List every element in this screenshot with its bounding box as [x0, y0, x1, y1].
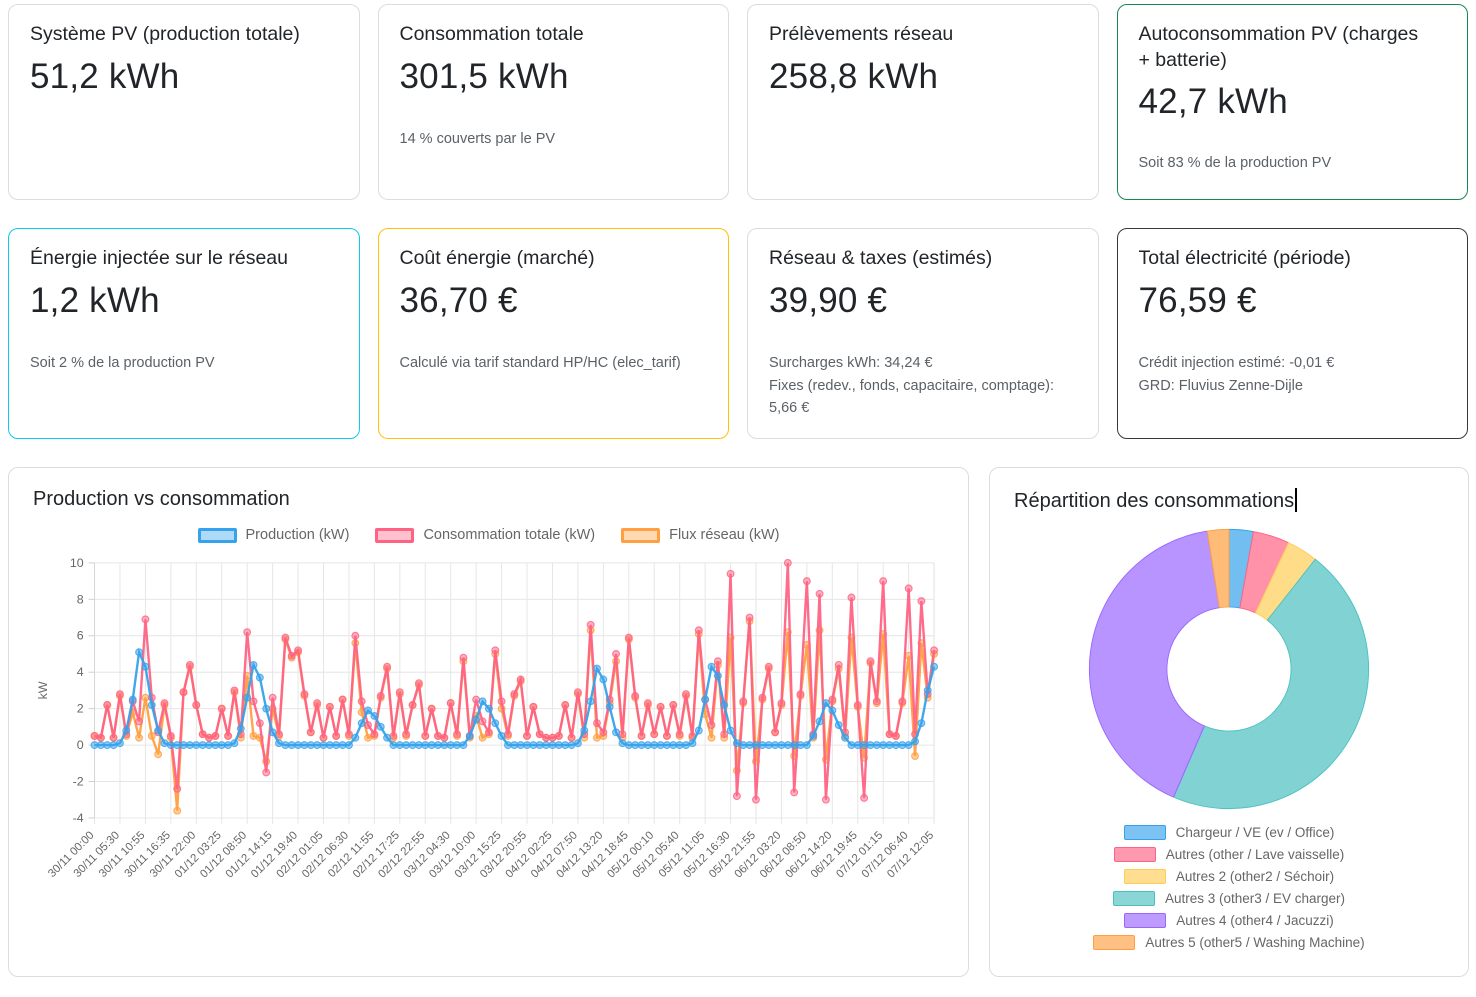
card-subtitle: Crédit injection estimé: -0,01 € GRD: Fl…: [1139, 352, 1447, 397]
card-subtitle: Calculé via tarif standard HP/HC (elec_t…: [399, 355, 681, 372]
legend-item[interactable]: Autres (other / Lave vaisselle): [1113, 847, 1345, 862]
consumption-breakdown-card: Répartition des consommations Chargeur /…: [989, 467, 1469, 977]
legend-swatch: [1112, 891, 1155, 906]
svg-text:4: 4: [77, 665, 84, 679]
card-value: 76,59 €: [1138, 280, 1257, 320]
card-prelevements-reseau: Prélèvements réseau 258,8 kWh: [747, 4, 1099, 200]
card-value: 36,70 €: [399, 280, 518, 320]
card-value: 42,7 kWh: [1138, 82, 1288, 122]
card-subtitle: 14 % couverts par le PV: [399, 131, 556, 148]
legend-swatch: [1093, 935, 1136, 950]
legend-label: Autres 3 (other3 / EV charger): [1164, 891, 1346, 906]
donut-chart-title-text: Répartition des consommations: [1014, 490, 1295, 512]
svg-text:-4: -4: [73, 811, 84, 825]
legend-swatch: [1123, 825, 1166, 840]
stats-row-2: Énergie injectée sur le réseau 1,2 kWh S…: [8, 228, 1468, 439]
svg-text:0: 0: [77, 738, 84, 752]
legend-label: Autres 2 (other2 / Séchoir): [1175, 869, 1335, 884]
svg-text:kW: kW: [36, 681, 50, 699]
card-subtitle-line: Surcharges kWh: 34,24 €: [769, 355, 933, 372]
svg-text:6: 6: [77, 629, 84, 643]
card-title: Énergie injectée sur le réseau: [30, 247, 288, 269]
line-chart-legend: Production (kW) Consommation totale (kW) F…: [33, 527, 944, 543]
svg-text:8: 8: [77, 592, 84, 606]
card-title: Coût énergie (marché): [399, 247, 595, 269]
card-title: Système PV (production totale): [30, 23, 300, 45]
legend-item[interactable]: Consommation totale (kW): [375, 527, 595, 543]
text-cursor: [1295, 488, 1298, 512]
legend-label: Production (kW): [245, 527, 350, 543]
legend-swatch: [1123, 869, 1166, 884]
card-value: 301,5 kWh: [399, 56, 569, 96]
card-pv-production: Système PV (production totale) 51,2 kWh: [8, 4, 360, 200]
legend-item[interactable]: Flux réseau (kW): [621, 527, 779, 543]
donut-wrap: [1014, 523, 1444, 815]
card-value: 258,8 kWh: [769, 56, 939, 96]
donut-chart-legend: Chargeur / VE (ev / Office) Autres (other…: [1014, 825, 1444, 950]
legend-label: Autres 5 (other5 / Washing Machine): [1145, 935, 1365, 950]
legend-item[interactable]: Autres 4 (other4 / Jacuzzi): [1124, 913, 1334, 928]
legend-swatch: [1124, 913, 1167, 928]
legend-label: Autres 4 (other4 / Jacuzzi): [1176, 913, 1334, 928]
legend-label: Flux réseau (kW): [669, 527, 780, 543]
charts-row: Production vs consommation Production (k…: [8, 467, 1469, 977]
card-cout-energie: Coût énergie (marché) 36,70 € Calculé vi…: [377, 228, 729, 439]
card-autoconsommation-pv: Autoconsommation PV (charges + batterie)…: [1116, 4, 1468, 200]
legend-label: Chargeur / VE (ev / Office): [1175, 825, 1335, 840]
card-subtitle: Surcharges kWh: 34,24 € Fixes (redev., f…: [769, 352, 1077, 419]
svg-text:2: 2: [77, 702, 84, 716]
card-subtitle-line: Crédit injection estimé: -0,01 €: [1138, 355, 1335, 372]
donut-chart-title: Répartition des consommations: [1014, 488, 1444, 513]
stats-row-1: Système PV (production totale) 51,2 kWh …: [8, 4, 1468, 200]
card-subtitle: Soit 2 % de la production PV: [30, 355, 215, 372]
card-title: Total électricité (période): [1138, 247, 1351, 269]
card-title: Réseau & taxes (estimés): [769, 247, 993, 269]
legend-swatch: [375, 527, 415, 543]
card-subtitle-line: Fixes (redev., fonds, capacitaire, compt…: [769, 377, 1055, 417]
legend-item[interactable]: Autres 5 (other5 / Washing Machine): [1093, 935, 1365, 950]
legend-swatch: [1113, 847, 1156, 862]
production-consumption-card: Production vs consommation Production (k…: [8, 467, 969, 977]
svg-text:10: 10: [70, 556, 84, 570]
svg-text:-2: -2: [73, 774, 84, 788]
card-energie-injectee: Énergie injectée sur le réseau 1,2 kWh S…: [8, 228, 360, 439]
card-consommation-totale: Consommation totale 301,5 kWh 14 % couve…: [377, 4, 729, 200]
card-title: Prélèvements réseau: [769, 23, 954, 45]
card-value: 51,2 kWh: [30, 56, 180, 96]
consumption-donut-chart[interactable]: [1083, 523, 1375, 815]
card-subtitle: Soit 83 % de la production PV: [1138, 155, 1332, 172]
legend-item[interactable]: Production (kW): [197, 527, 350, 543]
legend-swatch: [621, 527, 661, 543]
card-reseau-taxes: Réseau & taxes (estimés) 39,90 € Surchar…: [747, 228, 1099, 439]
legend-item[interactable]: Autres 2 (other2 / Séchoir): [1123, 869, 1335, 884]
card-total-electricite: Total électricité (période) 76,59 € Créd…: [1116, 228, 1468, 439]
card-value: 39,90 €: [769, 280, 888, 320]
card-title: Autoconsommation PV (charges + batterie): [1138, 23, 1419, 71]
legend-item[interactable]: Chargeur / VE (ev / Office): [1123, 825, 1335, 840]
legend-swatch: [197, 527, 237, 543]
legend-label: Autres (other / Lave vaisselle): [1165, 847, 1345, 862]
legend-item[interactable]: Autres 3 (other3 / EV charger): [1112, 891, 1346, 906]
card-title: Consommation totale: [399, 23, 584, 45]
legend-label: Consommation totale (kW): [423, 527, 596, 543]
card-value: 1,2 kWh: [30, 280, 160, 320]
card-subtitle-line: GRD: Fluvius Zenne-Dijle: [1138, 377, 1303, 394]
line-chart-title: Production vs consommation: [33, 488, 290, 510]
